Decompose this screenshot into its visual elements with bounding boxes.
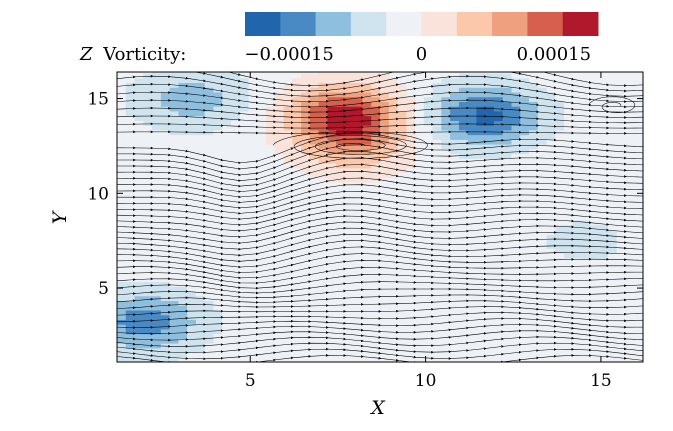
colorbar-segment bbox=[492, 12, 528, 36]
colorbar-variable: Z bbox=[79, 44, 93, 65]
y-tick-label: 15 bbox=[87, 90, 109, 110]
streamline bbox=[117, 299, 643, 310]
y-tick-label: 5 bbox=[98, 279, 109, 299]
colorbar-segment bbox=[527, 12, 564, 36]
y-axis: 5 10 15 bbox=[87, 90, 643, 299]
colorbar-segment bbox=[421, 12, 458, 36]
colorbar-tick-label: 0 bbox=[416, 44, 427, 65]
colorbar-ticks: −0.00015 0 0.00015 bbox=[244, 44, 591, 65]
colorbar-segment bbox=[280, 12, 317, 36]
streamline-spiral bbox=[272, 131, 428, 159]
plot-area: 5 10 15 5 10 15 bbox=[87, 71, 644, 391]
y-axis-label: Y bbox=[49, 209, 71, 224]
streamlines bbox=[117, 72, 643, 362]
streamline bbox=[117, 311, 643, 323]
streamline bbox=[133, 72, 643, 87]
plot-frame bbox=[116, 71, 644, 363]
colorbar-segment bbox=[315, 12, 352, 36]
colorbar-segment bbox=[386, 12, 422, 36]
streamline bbox=[117, 131, 643, 165]
streamline bbox=[117, 305, 643, 317]
colorbar-label-suffix: Vorticity: bbox=[102, 44, 186, 65]
x-axis-label: X bbox=[369, 397, 386, 419]
x-tick-label: 5 bbox=[245, 371, 256, 391]
colorbar-tick-label: 0.00015 bbox=[517, 44, 591, 65]
streamline-curl bbox=[588, 96, 636, 113]
colorbar-segment bbox=[456, 12, 493, 36]
colorbar-label: Z Vorticity: bbox=[79, 44, 186, 65]
x-axis: 5 10 15 bbox=[245, 72, 612, 391]
colorbar-segment bbox=[350, 12, 387, 36]
colorbar bbox=[245, 12, 599, 36]
streamline bbox=[117, 122, 643, 130]
colorbar-tick-label: −0.00015 bbox=[244, 44, 334, 65]
y-tick-label: 10 bbox=[87, 184, 109, 204]
colorbar-segment bbox=[562, 12, 599, 36]
x-tick-label: 15 bbox=[590, 371, 612, 391]
colorbar-segment bbox=[245, 12, 281, 36]
x-tick-label: 10 bbox=[415, 371, 437, 391]
